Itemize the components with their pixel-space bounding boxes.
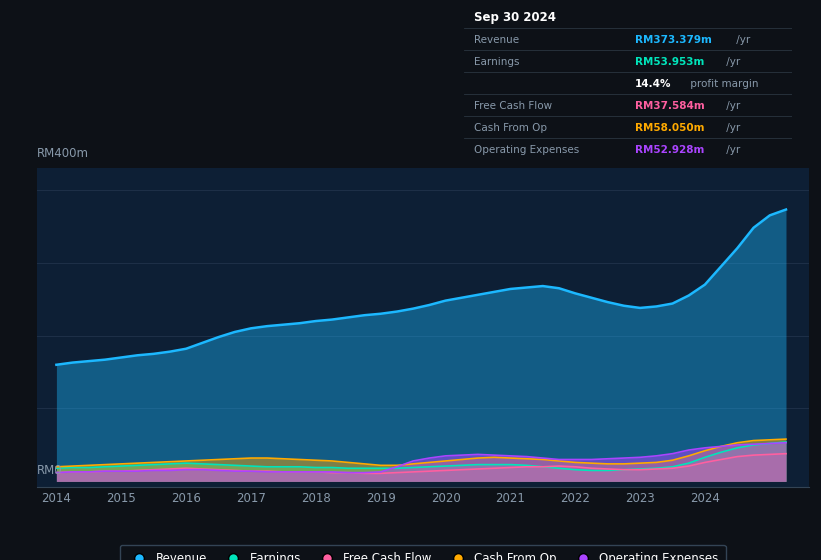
Text: Sep 30 2024: Sep 30 2024 — [474, 11, 556, 24]
Text: RM58.050m: RM58.050m — [635, 123, 704, 133]
Text: profit margin: profit margin — [687, 79, 759, 88]
Text: RM52.928m: RM52.928m — [635, 144, 704, 155]
Text: /yr: /yr — [723, 101, 741, 111]
Text: Operating Expenses: Operating Expenses — [474, 144, 579, 155]
Text: RM400m: RM400m — [37, 147, 89, 160]
Text: /yr: /yr — [723, 57, 741, 67]
Text: RM373.379m: RM373.379m — [635, 35, 712, 45]
Text: RM37.584m: RM37.584m — [635, 101, 704, 111]
Text: Free Cash Flow: Free Cash Flow — [474, 101, 552, 111]
Text: Earnings: Earnings — [474, 57, 519, 67]
Text: Revenue: Revenue — [474, 35, 519, 45]
Text: RM53.953m: RM53.953m — [635, 57, 704, 67]
Text: /yr: /yr — [723, 144, 741, 155]
Legend: Revenue, Earnings, Free Cash Flow, Cash From Op, Operating Expenses: Revenue, Earnings, Free Cash Flow, Cash … — [120, 545, 726, 560]
Text: 14.4%: 14.4% — [635, 79, 671, 88]
Text: RM0: RM0 — [37, 464, 62, 477]
Text: /yr: /yr — [723, 123, 741, 133]
Text: Cash From Op: Cash From Op — [474, 123, 547, 133]
Text: /yr: /yr — [733, 35, 750, 45]
